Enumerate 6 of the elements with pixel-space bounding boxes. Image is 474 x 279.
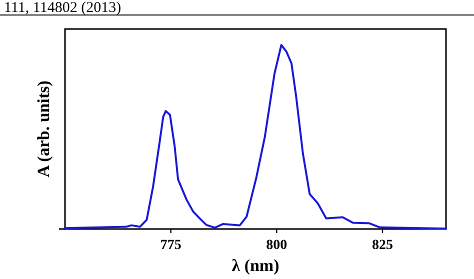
y-axis-title: A (arb. units) xyxy=(34,80,53,178)
text: 111, 114802 (2013) xyxy=(4,0,122,16)
x-axis-title: λ (nm) xyxy=(232,256,280,275)
x-tick-label: 800 xyxy=(266,238,288,253)
x-tick-label: 775 xyxy=(160,238,182,253)
x-tick-label: 825 xyxy=(372,238,393,253)
